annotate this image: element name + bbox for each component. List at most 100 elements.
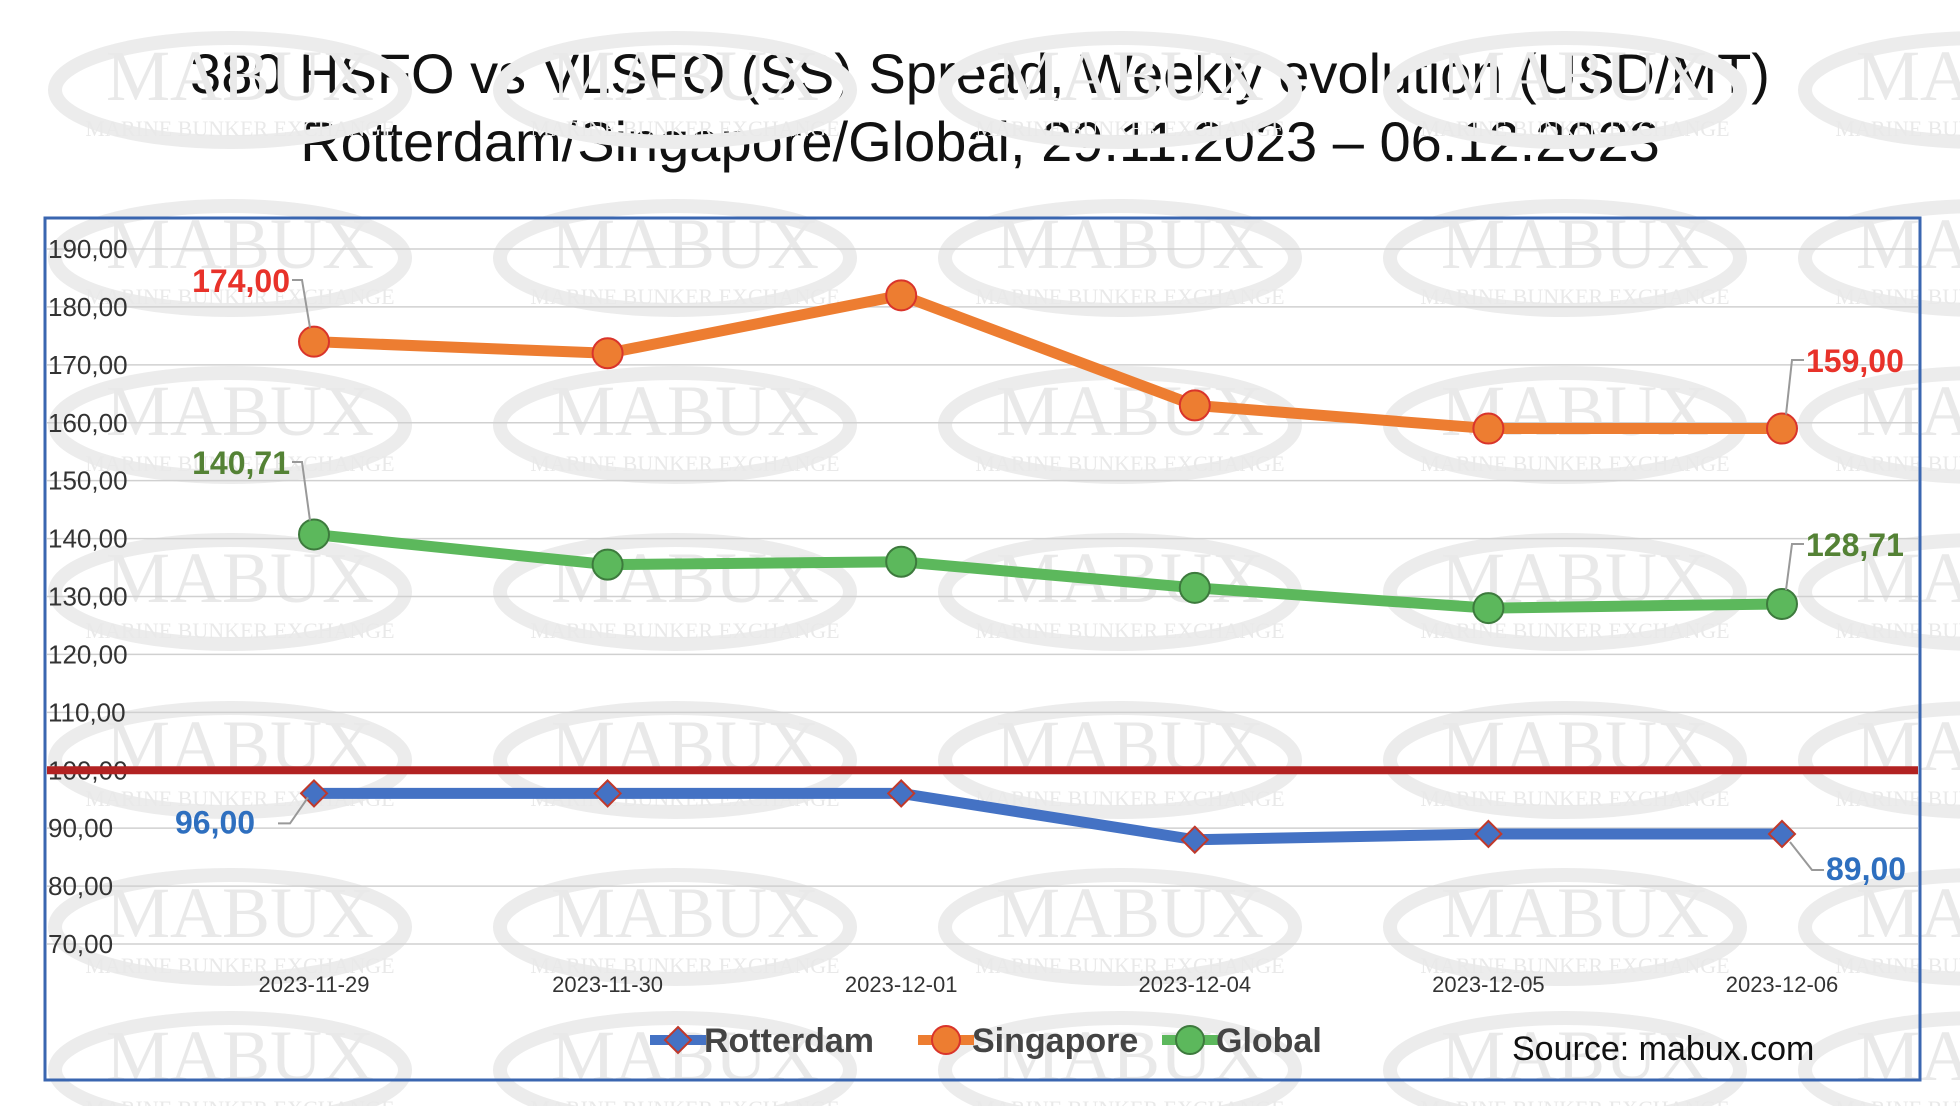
watermark-tagline: MARINE BUNKER EXCHANGE (85, 953, 394, 978)
watermark-brand: MABUX (551, 371, 819, 451)
y-tick-label: 140,00 (48, 524, 128, 554)
watermark-swoosh (1383, 1011, 1747, 1106)
series-line (308, 528, 1788, 614)
series-line (308, 289, 1788, 435)
series-line (308, 787, 1788, 846)
watermark-swoosh (48, 1011, 412, 1106)
y-axis-ticks: 70,0080,0090,00100,00110,00120,00130,001… (48, 234, 128, 959)
data-point (1766, 587, 1798, 620)
watermark-tagline: MARINE BUNKER EXCHANGE (530, 284, 839, 309)
watermark-swoosh (1383, 199, 1747, 317)
watermark-tagline: MARINE BUNKER EXCHANGE (1835, 953, 1960, 978)
watermark-brand: MABUX (551, 36, 819, 116)
series-singapore (298, 279, 1798, 445)
x-axis-ticks: 2023-11-29 2023-11-30 2023-12-01 2023-12-04… (259, 972, 1839, 997)
data-point (1767, 819, 1797, 849)
watermark-swoosh (48, 701, 412, 819)
watermark-swoosh (938, 199, 1302, 317)
watermark-swoosh (493, 199, 857, 317)
data-label: 140,71 (192, 445, 290, 481)
watermark-swoosh (938, 31, 1302, 149)
data-point (1473, 819, 1503, 849)
x-tick-label: 2023-11-30 (552, 972, 663, 997)
watermark-swoosh (493, 31, 857, 149)
watermark-brand: MABUX (996, 873, 1264, 953)
watermark-brand: MABUX (1441, 204, 1709, 284)
leader-line (1785, 543, 1804, 591)
watermark-brand: MABUX (551, 873, 819, 953)
data-label: 128,71 (1806, 527, 1904, 563)
watermark-brand: MABUX (996, 36, 1264, 116)
watermark-tagline: MARINE BUNKER EXCHANGE (975, 618, 1284, 643)
watermark-brand: MABUX (106, 36, 374, 116)
source-label: Source: mabux.com (1512, 1030, 1815, 1068)
leader-line (1785, 359, 1804, 415)
legend-label: Global (1216, 1022, 1322, 1060)
data-point (298, 325, 330, 358)
watermark-tagline: MARINE BUNKER EXCHANGE (975, 1096, 1284, 1106)
legend-item-rotterdam: Rotterdam (650, 1022, 874, 1060)
data-label: 89,00 (1826, 851, 1906, 887)
watermark-swoosh (48, 199, 412, 317)
watermark-tagline: MARINE BUNKER EXCHANGE (530, 116, 839, 141)
legend-marker (931, 1025, 961, 1055)
y-tick-label: 90,00 (48, 813, 113, 843)
watermark-tagline: MARINE BUNKER EXCHANGE (530, 953, 839, 978)
x-tick-label: 2023-12-04 (1139, 972, 1252, 997)
data-point (591, 337, 624, 370)
watermark-swoosh (1798, 868, 1960, 986)
watermark-tagline: MARINE BUNKER EXCHANGE (85, 618, 394, 643)
watermark-brand: MABUX (106, 1016, 374, 1096)
data-label: 174,00 (192, 263, 290, 299)
data-point (299, 779, 329, 808)
x-tick-label: 2023-12-01 (845, 972, 958, 997)
watermark-swoosh (48, 366, 412, 484)
legend-label: Rotterdam (704, 1022, 874, 1060)
watermark-tagline: MARINE BUNKER EXCHANGE (530, 1096, 839, 1106)
data-label: 159,00 (1806, 343, 1904, 379)
y-tick-label: 190,00 (48, 234, 128, 264)
data-point (1178, 389, 1211, 422)
watermark-tagline: MARINE BUNKER EXCHANGE (1420, 1096, 1729, 1106)
watermark-swoosh (938, 701, 1302, 819)
watermark-tagline: MARINE BUNKER EXCHANGE (1835, 284, 1960, 309)
plot-border (43, 216, 1922, 1082)
watermark-brand: MABUX (106, 371, 374, 451)
legend-item-singapore: Singapore (918, 1022, 1138, 1060)
watermark-swoosh (1798, 366, 1960, 484)
watermark-tagline: MARINE BUNKER EXCHANGE (530, 451, 839, 476)
watermark-brand: MABUX (551, 204, 819, 284)
y-tick-label: 170,00 (48, 350, 128, 380)
watermark-tagline: MARINE BUNKER EXCHANGE (975, 786, 1284, 811)
x-tick-label: 2023-12-06 (1726, 972, 1839, 997)
watermark-tagline: MARINE BUNKER EXCHANGE (1420, 618, 1729, 643)
y-tick-label: 130,00 (48, 582, 128, 612)
watermark-tagline: MARINE BUNKER EXCHANGE (1420, 116, 1729, 141)
data-point (593, 779, 623, 808)
watermark-swoosh (1383, 868, 1747, 986)
data-point (1766, 412, 1798, 445)
watermark-tagline: MARINE BUNKER EXCHANGE (975, 284, 1284, 309)
watermark-brand: MABUX (1441, 1016, 1709, 1096)
watermark-tagline: MARINE BUNKER EXCHANGE (1420, 451, 1729, 476)
data-point (1472, 412, 1505, 445)
data-point (886, 779, 916, 808)
data-point (885, 279, 918, 312)
leader-line (1789, 841, 1824, 871)
watermark-tagline: MARINE BUNKER EXCHANGE (975, 451, 1284, 476)
watermark-tagline: MARINE BUNKER EXCHANGE (1835, 116, 1960, 141)
legend-marker (663, 1025, 693, 1055)
watermark-tagline: MARINE BUNKER EXCHANGE (975, 953, 1284, 978)
watermark-tagline: MARINE BUNKER EXCHANGE (1420, 953, 1729, 978)
leader-line (292, 279, 311, 328)
watermark-swoosh (1383, 31, 1747, 149)
watermark-brand: MABUX (106, 873, 374, 953)
watermark-brand: MABUX (996, 204, 1264, 284)
watermark-brand: MABUX (551, 1016, 819, 1096)
watermark-tagline: MARINE BUNKER EXCHANGE (85, 451, 394, 476)
watermark-swoosh (1383, 701, 1747, 819)
watermark-tagline: MARINE BUNKER EXCHANGE (1420, 284, 1729, 309)
data-point (1472, 592, 1505, 625)
